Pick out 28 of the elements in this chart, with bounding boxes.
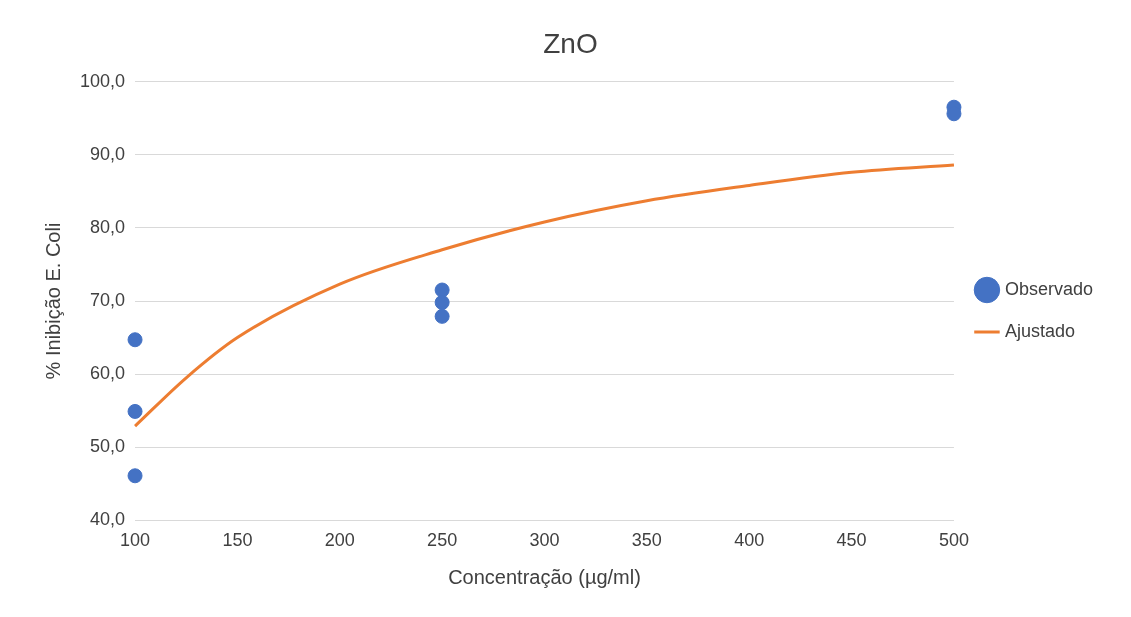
x-tick-label: 400 (734, 530, 765, 551)
point (127, 332, 143, 348)
x-tick-label: 450 (836, 530, 867, 551)
x-tick-label: 200 (324, 530, 355, 551)
y-tick-label: 40,0 (90, 509, 126, 530)
y-tick-label: 60,0 (90, 363, 126, 384)
y-tick-label: 100,0 (80, 70, 126, 91)
y-tick-label: 70,0 (90, 289, 126, 310)
point (434, 308, 450, 324)
point (127, 468, 143, 484)
point (127, 403, 143, 419)
x-tick-label: 250 (427, 530, 458, 551)
legend-label: Observado (1004, 278, 1094, 299)
y-tick-label: 80,0 (90, 216, 126, 237)
x-axis-title: Concentração (µg/ml) (448, 565, 641, 588)
x-tick-label: 100 (120, 530, 151, 551)
y-tick-label: 50,0 (90, 436, 126, 457)
chart-title: ZnO (543, 27, 598, 59)
y-axis-title: % Inibição E. Coli (41, 222, 64, 380)
x-tick-label: 350 (631, 530, 662, 551)
legend-label: Ajustado (1004, 320, 1076, 341)
x-tick-label: 150 (222, 530, 253, 551)
line-series (133, 163, 956, 428)
point (434, 282, 450, 298)
x-tick-label: 500 (938, 530, 969, 551)
x-tick-label: 300 (529, 530, 560, 551)
point (434, 294, 450, 310)
y-tick-label: 90,0 (90, 143, 126, 164)
